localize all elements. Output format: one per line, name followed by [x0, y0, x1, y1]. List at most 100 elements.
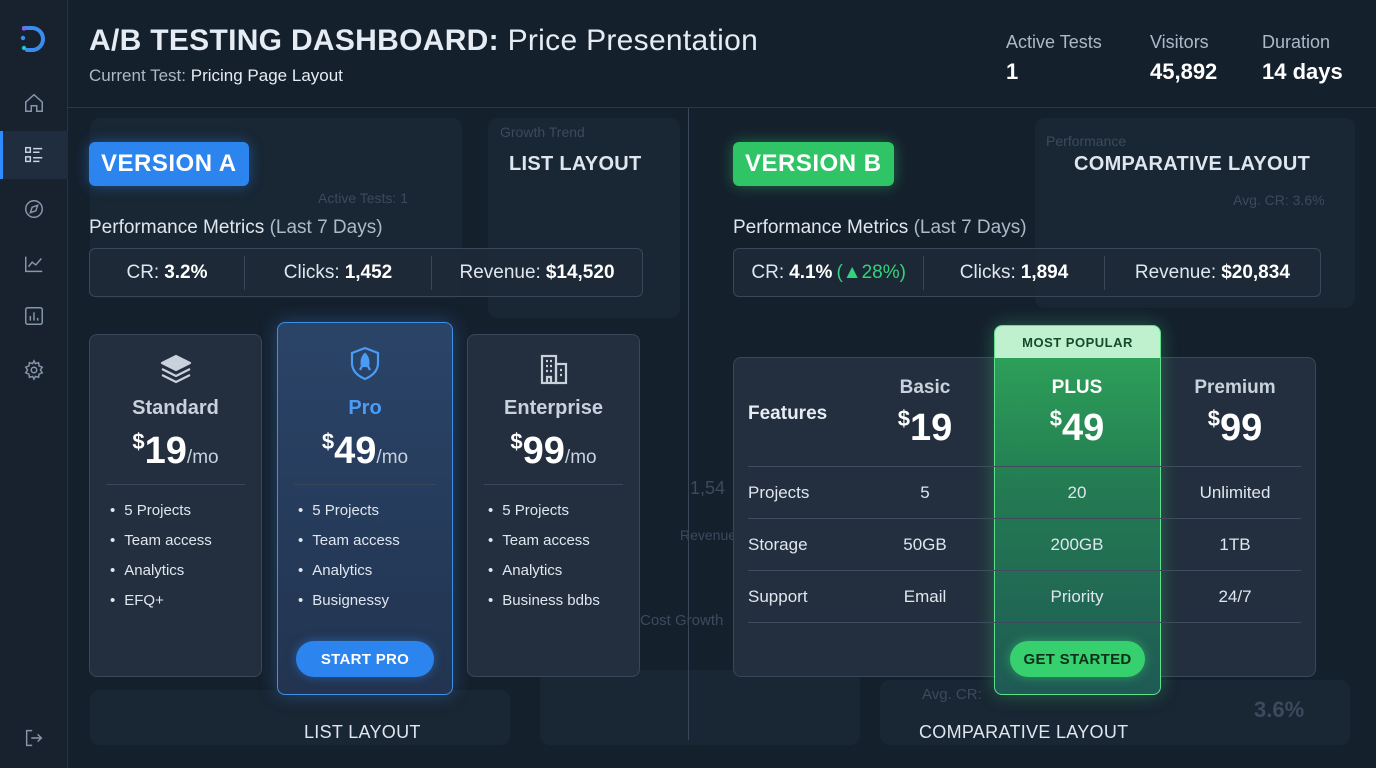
- stat-value: 14 days: [1262, 59, 1343, 84]
- building-icon: [540, 354, 567, 385]
- ghost-text: Performance: [1046, 133, 1127, 149]
- metric-cr: CR: 3.2%: [90, 249, 244, 296]
- plan-card-enterprise[interactable]: Enterprise $99/mo 5 Projects Team access…: [467, 334, 640, 677]
- price-period: /mo: [564, 447, 597, 468]
- app-logo[interactable]: [18, 24, 48, 54]
- plan-name: Pro: [348, 397, 382, 419]
- card-divider: [294, 484, 436, 485]
- version-divider: [688, 108, 689, 740]
- version-b-badge: VERSION B: [733, 142, 894, 186]
- current-test: Current Test: Pricing Page Layout: [89, 66, 343, 86]
- home-icon: [25, 93, 43, 112]
- metric-label: Clicks:: [959, 261, 1016, 283]
- row-label-support: Support: [748, 587, 808, 606]
- metric-label: Revenue:: [1134, 261, 1217, 283]
- price-currency: $: [132, 429, 145, 454]
- metric-value: 4.1%: [789, 261, 833, 283]
- metric-label: Revenue:: [459, 261, 541, 283]
- metric-value: $14,520: [545, 261, 615, 283]
- price-amount: 49: [1061, 407, 1105, 449]
- feature-list: 5 Projects Team access Analytics Busines…: [488, 501, 600, 621]
- metric-revenue: Revenue: $20,834: [1105, 249, 1320, 296]
- metric-value: 1,894: [1020, 261, 1069, 283]
- plan-card-pro[interactable]: Pro $49/mo 5 Projects Team access Analyt…: [277, 322, 453, 695]
- plan-name-premium: Premium: [1194, 377, 1276, 398]
- nav-reports[interactable]: [0, 292, 68, 340]
- nav-trends[interactable]: [0, 240, 68, 288]
- feature-item: Analytics: [298, 561, 400, 591]
- current-test-value: Pricing Page Layout: [190, 66, 343, 85]
- row-label-storage: Storage: [748, 535, 808, 554]
- stat-label: Visitors: [1150, 32, 1209, 52]
- feature-list: 5 Projects Team access Analytics EFQ+: [110, 501, 212, 621]
- table-row-divider: [748, 622, 1301, 623]
- metric-revenue: Revenue: $14,520: [432, 249, 642, 296]
- perf-title-text: Performance Metrics: [733, 217, 909, 238]
- price-amount: 19: [909, 407, 953, 449]
- header: A/B TESTING DASHBOARD: Price Presentatio…: [68, 0, 1376, 108]
- metric-value: $20,834: [1221, 261, 1290, 283]
- price-period: /mo: [186, 447, 219, 468]
- stat-active-tests: Active Tests 1: [1006, 32, 1102, 85]
- feature-item: Busignessy: [298, 591, 400, 621]
- plan-card-standard[interactable]: Standard $19/mo 5 Projects Team access A…: [89, 334, 262, 677]
- plus-plan-column[interactable]: MOST POPULAR: [994, 325, 1161, 695]
- stat-duration: Duration 14 days: [1262, 32, 1343, 85]
- metric-clicks: Clicks: 1,452: [245, 249, 431, 296]
- nav-list[interactable]: [0, 131, 68, 179]
- ghost-text: Cost Growth: [640, 612, 724, 629]
- ghost-widget: [540, 670, 860, 745]
- table-cell: 1TB: [1219, 535, 1251, 554]
- plan-price: $99/mo: [468, 429, 639, 473]
- logout-icon: [25, 729, 43, 747]
- metric-separator: [431, 255, 432, 290]
- feature-item: 5 Projects: [110, 501, 212, 531]
- start-pro-button[interactable]: START PRO: [296, 641, 434, 677]
- nav-settings[interactable]: [0, 346, 68, 394]
- sidebar: [0, 0, 68, 768]
- price-amount: 49: [334, 430, 377, 472]
- version-b-footer: COMPARATIVE LAYOUT: [919, 722, 1129, 742]
- version-a-perf-title: Performance Metrics (Last 7 Days): [89, 217, 383, 239]
- metric-label: CR:: [751, 261, 785, 283]
- stat-label: Active Tests: [1006, 32, 1102, 52]
- table-cell: Email: [903, 587, 947, 606]
- card-divider: [106, 484, 245, 485]
- version-b-perf-title: Performance Metrics (Last 7 Days): [733, 217, 1027, 239]
- version-a-metrics: CR: 3.2% Clicks: 1,452 Revenue: $14,520: [89, 248, 643, 297]
- current-test-label: Current Test:: [89, 66, 187, 85]
- nav-logout[interactable]: [0, 714, 68, 762]
- price-amount: 19: [144, 430, 187, 472]
- nav-compass[interactable]: [0, 185, 68, 233]
- price-currency: $: [321, 429, 335, 454]
- table-cell: 200GB: [1050, 535, 1104, 554]
- ghost-text: Avg. CR:: [922, 686, 982, 703]
- feature-item: Business bdbs: [488, 591, 600, 621]
- feature-item: Team access: [488, 531, 600, 561]
- ghost-text: 3.6%: [1254, 697, 1305, 722]
- rocket-shield-icon: [350, 346, 380, 381]
- plan-price: $19/mo: [90, 429, 261, 473]
- plan-price: $49/mo: [278, 429, 452, 473]
- plan-price-premium: $99: [1160, 406, 1310, 450]
- price-period: /mo: [376, 447, 409, 468]
- feature-item: Team access: [110, 531, 212, 561]
- metric-value: 1,452: [344, 261, 393, 283]
- plan-price-basic: $19: [850, 406, 1000, 450]
- price-amount: 99: [522, 430, 565, 472]
- get-started-button[interactable]: GET STARTED: [1010, 641, 1145, 677]
- table-cell: 24/7: [1218, 587, 1252, 606]
- stat-value: 1: [1006, 59, 1019, 84]
- row-label-projects: Projects: [748, 483, 810, 502]
- version-b-metrics: CR: 4.1% (▲28%) Clicks: 1,894 Revenue: $20,8…: [733, 248, 1321, 297]
- feature-list: 5 Projects Team access Analytics Busigne…: [298, 501, 400, 621]
- bar-chart-icon: [25, 307, 43, 325]
- nav-home[interactable]: [0, 79, 68, 127]
- version-a-badge: VERSION A: [89, 142, 249, 186]
- price-currency: $: [1049, 406, 1062, 431]
- layers-icon: [160, 354, 191, 384]
- trend-chart-icon: [25, 256, 43, 273]
- plan-name-plus: PLUS: [1051, 377, 1103, 398]
- version-a-layout-tag: LIST LAYOUT: [509, 153, 642, 175]
- perf-period-text: (Last 7 Days): [913, 217, 1027, 238]
